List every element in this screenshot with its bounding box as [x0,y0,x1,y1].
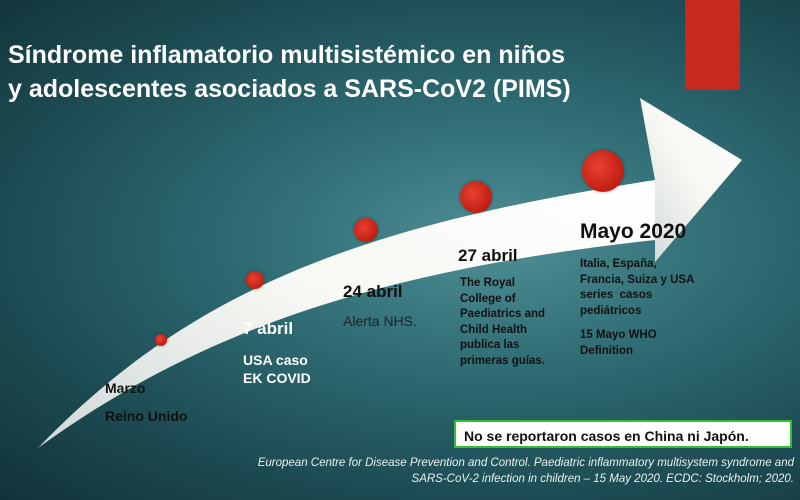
timeline-marker-marzo [155,334,167,346]
timeline-marker-24-abril [354,218,378,242]
event-24-abril-date: 24 abril [343,282,403,301]
event-marzo-date: Marzo [105,380,146,396]
timeline-marker-7-abril [246,271,264,289]
citation: European Centre for Disease Prevention a… [196,455,794,487]
event-mayo-line-2: Francia, Suiza y USA [580,273,695,286]
event-mayo-2020-date: Mayo 2020 [580,220,687,243]
event-27-abril-date: 27 abril [458,246,518,265]
event-7-abril-text-1: USA caso [243,352,308,368]
event-27-abril-line-4: Child Health [460,323,528,336]
event-mayo-line-3: series casos [580,289,653,301]
event-27-abril-line-5: publica las [460,339,520,351]
arrow-head [640,98,742,262]
event-mayo-extra-1: 15 Mayo WHO [580,329,657,341]
title-line-2: y adolescentes asociados a SARS-CoV2 (PI… [8,75,571,103]
event-mayo-extra-2: Definition [580,344,634,357]
event-7-abril-date: 7 abril [243,319,294,338]
title-line-1: Síndrome inflamatorio multisistémico en … [8,41,566,69]
notice-box: No se reportaron casos en China ni Japón… [454,420,792,448]
arrow-body [38,180,655,448]
citation-line-1: European Centre for Disease Prevention a… [257,457,794,469]
event-27-abril-line-6: primeras guías. [460,354,546,367]
event-27-abril-line-2: College of [460,292,516,305]
event-mayo-2020-text: Italia, España, Francia, Suiza y USA ser… [580,257,694,359]
event-marzo-text: Reino Unido [105,408,188,424]
event-27-abril-line-3: Paediatrics and [460,308,546,320]
citation-line-2: SARS-CoV-2 infection in children – 15 Ma… [411,473,794,485]
red-accent-bar [685,0,740,90]
timeline-marker-mayo-2020 [582,150,624,192]
event-27-abril-text: The Royal College of Paediatrics and Chi… [460,276,545,369]
event-mayo-line-4: pediátricos [580,304,642,317]
event-7-abril-text-2: EK COVID [243,370,311,386]
event-24-abril-text: Alerta NHS. [343,313,417,329]
slide-title: Síndrome inflamatorio multisistémico en … [8,38,708,106]
event-mayo-line-1: Italia, España, [580,258,657,270]
event-27-abril-line-1: The Royal [460,277,515,289]
timeline-marker-27-abril [460,181,492,213]
